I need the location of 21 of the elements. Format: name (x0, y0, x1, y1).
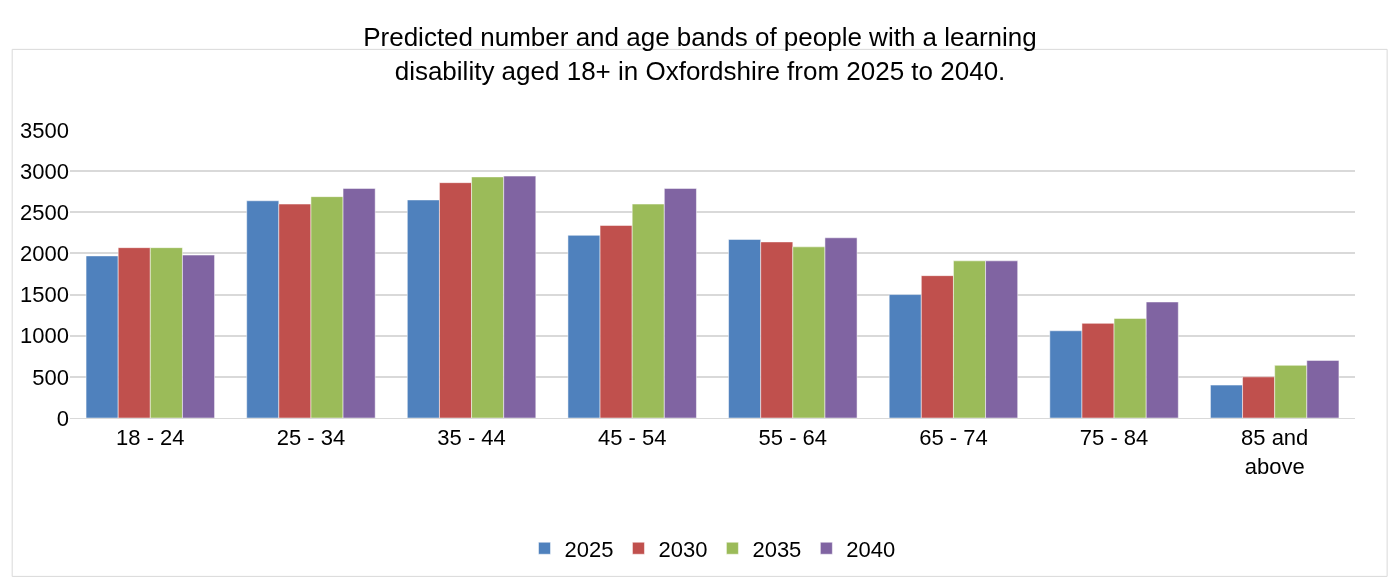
y-tick-label: 1500 (20, 282, 69, 308)
y-tick-label: 1000 (20, 323, 69, 349)
y-tick-label: 3000 (20, 158, 69, 184)
legend-label: 2035 (752, 536, 802, 562)
x-tick-label: 35 - 44 (437, 425, 506, 451)
x-tick-label: 45 - 54 (597, 425, 667, 451)
y-tick-label: 0 (56, 405, 69, 431)
chart-title: Predicted number and age bands of people with a learning disability aged 18+ in Oxfordshire from 2025 to 2040. (363, 22, 1037, 87)
y-tick-label: 500 (32, 364, 69, 390)
x-tick-label: 18 - 24 (116, 425, 185, 451)
y-tick-label: 2000 (20, 241, 69, 267)
y-tick-label: 3500 (20, 117, 69, 143)
x-tick-label: 25 - 34 (276, 425, 346, 451)
x-tick-label: 55 - 64 (758, 425, 828, 451)
x-tick-label: 75 - 84 (1079, 425, 1149, 451)
legend-label: 2025 (564, 536, 614, 562)
x-tick-label: 65 - 74 (919, 425, 988, 451)
legend-label: 2030 (658, 536, 708, 562)
y-tick-label: 2500 (20, 199, 69, 225)
x-tick-label: 85 and above (1241, 425, 1309, 479)
legend-label: 2040 (846, 536, 896, 562)
